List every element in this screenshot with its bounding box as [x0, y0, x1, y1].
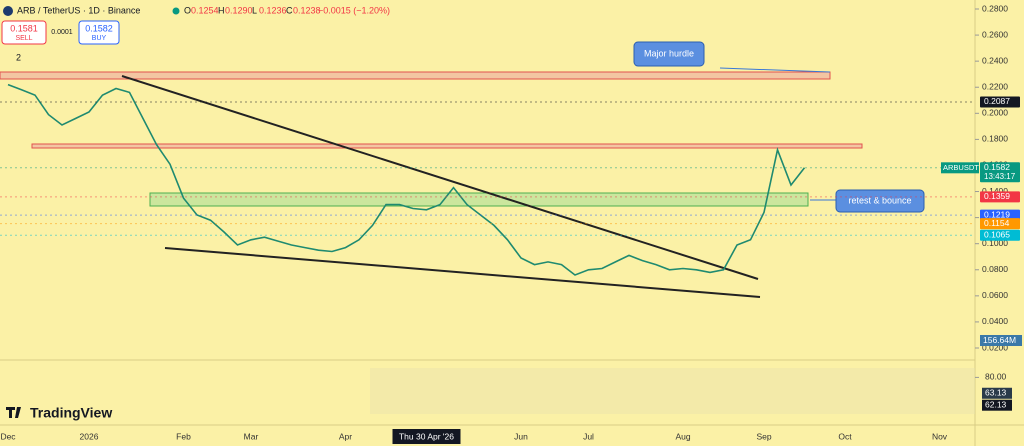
sell-button[interactable]: [1, 20, 47, 45]
symbol[interactable]: ARB / TetherUS · 1D · Binance: [17, 5, 140, 15]
callout: [633, 41, 705, 67]
trendline: [121, 75, 759, 280]
y-tick-label: 0.0800: [982, 264, 1008, 274]
price-label-bg: [980, 218, 1020, 230]
buy-button[interactable]: [78, 20, 120, 45]
y-tick-label: 0.1000: [982, 238, 1008, 248]
ohlc-value: 0.1290: [225, 5, 253, 15]
ohlc-value: 0.1238: [293, 5, 321, 15]
y-tick-label: 0.0400: [982, 316, 1008, 326]
support-box: [149, 192, 809, 207]
callout: [835, 189, 925, 213]
price-label-bg: [980, 209, 1020, 221]
x-tick-label: Nov: [932, 431, 948, 441]
sell-price[interactable]: 0.1581: [10, 23, 38, 33]
ohlc-key: O: [184, 5, 191, 15]
x-tick-label: Feb: [176, 431, 191, 441]
ohlc-value: 0.1254: [191, 5, 219, 15]
y-tick-label: 0.2800: [982, 3, 1008, 13]
ohlc-value: 0.1236: [259, 5, 287, 15]
rsi-label-bg: [982, 387, 1012, 399]
indicator-count[interactable]: 2: [16, 52, 21, 62]
rsi-label: 62.13: [985, 399, 1007, 409]
resistance-box: [0, 71, 831, 80]
x-tick-label: Jul: [583, 431, 594, 441]
x-tick-label: Thu 30 Apr '26: [399, 431, 454, 441]
ohlc-key: C: [286, 5, 293, 15]
buy-price[interactable]: 0.1582: [85, 23, 113, 33]
annotation: retest & bounce: [848, 195, 911, 205]
brand-logo: [6, 407, 21, 418]
price-label: 0.1154: [984, 218, 1010, 228]
buy-label[interactable]: BUY: [92, 35, 107, 42]
rsi-label: 63.13: [985, 388, 1007, 398]
price-label-time: 13:43:17: [984, 172, 1016, 181]
x-tick-label: Aug: [675, 431, 690, 441]
price-label: 0.2087: [984, 96, 1010, 106]
price-label-bg: [980, 162, 1020, 183]
price-label-bg: [980, 96, 1020, 108]
x-tick-label: Apr: [339, 431, 352, 441]
x-tick-label: Oct: [838, 431, 852, 441]
x-tick-label: Mar: [244, 431, 259, 441]
y-tick-label: 0.2200: [982, 81, 1008, 91]
y-tick-label: 0.1800: [982, 134, 1008, 144]
status-dot: [172, 7, 180, 15]
rsi-label-bg: [982, 399, 1012, 411]
y-tick-label: 0.1400: [982, 186, 1008, 196]
ohlc-key: L: [252, 5, 257, 15]
change: −0.0015 (−1.20%): [318, 5, 390, 15]
hurdle-box: [31, 143, 863, 149]
annotation: Major hurdle: [644, 48, 694, 58]
brand: TradingView: [30, 405, 112, 421]
y-tick-label: 0.2000: [982, 108, 1008, 118]
trendline: [164, 247, 761, 298]
y-tick-label: 0.2400: [982, 55, 1008, 65]
y-tick-label: 0.0200: [982, 342, 1008, 352]
price-label: 0.1359: [984, 191, 1010, 201]
callout-pointer: [719, 67, 831, 73]
price-label: 0.1219: [984, 209, 1010, 219]
ohlc-key: H: [218, 5, 225, 15]
y-tick-label: 0.0600: [982, 290, 1008, 300]
rsi-band: [370, 368, 975, 414]
symbol-icon: [3, 6, 13, 16]
symbol-label: ARBUSDT: [943, 163, 979, 172]
price-label: 0.1065: [984, 229, 1010, 239]
rsi-tick-label: 80.00: [985, 372, 1007, 382]
x-tick-label: Sep: [756, 431, 771, 441]
volume-label-bg: [980, 335, 1022, 346]
symbol-label-bg: [941, 162, 979, 174]
price-label-bg: [980, 191, 1020, 203]
x-tick-label: Jun: [514, 431, 528, 441]
price-label: 0.1582: [984, 162, 1010, 172]
sell-label[interactable]: SELL: [15, 35, 32, 42]
spread: 0.0001: [51, 29, 73, 36]
price-line: [7, 83, 806, 276]
crosshair-label-bg: [392, 429, 461, 444]
x-tick-label: Dec: [0, 431, 16, 441]
x-tick-label: 2026: [80, 431, 99, 441]
y-tick-label: 0.2600: [982, 29, 1008, 39]
price-label-bg: [980, 229, 1020, 241]
volume-label: 156.64M: [983, 335, 1016, 345]
ohlc: O 0.1254 H 0.1290 L 0.1236 C 0.1238: [184, 5, 321, 15]
